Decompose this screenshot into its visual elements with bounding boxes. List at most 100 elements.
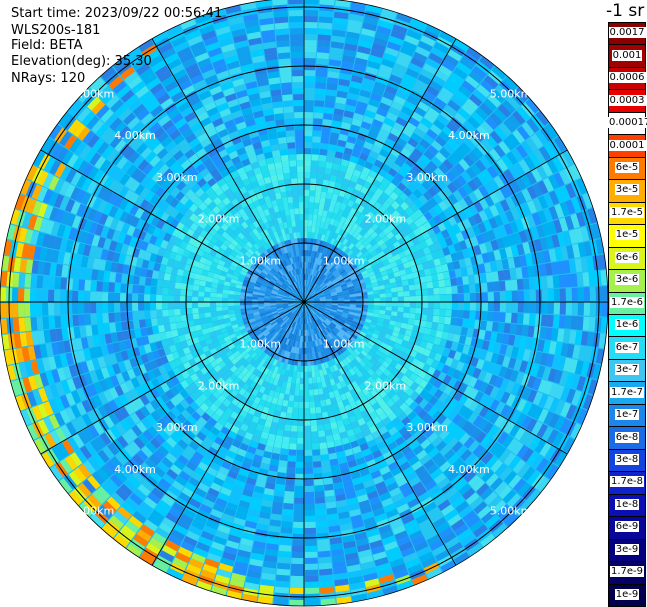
- sweep-gate: [319, 574, 334, 582]
- sweep-gate: [115, 273, 123, 283]
- sweep-gate: [107, 292, 115, 302]
- sweep-gate: [396, 476, 408, 487]
- sweep-gate: [458, 198, 469, 210]
- sweep-gate: [351, 278, 359, 284]
- sweep-gate: [347, 19, 363, 28]
- sweep-gate: [409, 391, 419, 401]
- sweep-gate: [495, 401, 506, 415]
- sweep-gate: [458, 405, 469, 417]
- sweep-gate: [385, 196, 395, 205]
- sweep-gate: [368, 98, 380, 108]
- sweep-gate: [510, 383, 521, 396]
- sweep-gate: [545, 354, 555, 368]
- sweep-gate: [343, 110, 354, 119]
- sweep-gate: [385, 85, 398, 96]
- sweep-gate: [156, 317, 164, 326]
- sweep-gate: [580, 361, 590, 377]
- sweep-gate: [562, 329, 571, 343]
- sweep-gate: [321, 314, 327, 320]
- sweep-gate: [393, 342, 401, 350]
- sweep-gate: [391, 200, 400, 210]
- sweep-gate: [534, 314, 542, 326]
- sweep-gate: [447, 437, 459, 449]
- sweep-gate: [383, 117, 395, 127]
- sweep-gate: [408, 284, 416, 291]
- sweep-gate: [387, 244, 396, 252]
- sweep-gate: [366, 384, 375, 393]
- sweep-gate: [317, 532, 329, 540]
- sweep-gate: [480, 487, 494, 501]
- sweep-gate: [485, 272, 493, 282]
- sweep-gate: [419, 320, 427, 328]
- sweep-gate: [432, 369, 442, 379]
- sweep-gate: [501, 333, 510, 345]
- sweep-gate: [435, 232, 445, 242]
- sweep-gate: [408, 193, 418, 203]
- sweep-gate: [335, 285, 342, 290]
- sweep-gate: [498, 122, 512, 137]
- sweep-gate: [282, 436, 290, 444]
- sweep-gate: [483, 182, 495, 195]
- sweep-gate: [347, 285, 355, 290]
- sweep-gate: [411, 111, 424, 123]
- sweep-gate: [454, 162, 466, 175]
- sweep-gate: [373, 268, 381, 275]
- sweep-gate: [328, 324, 334, 331]
- sweep-gate: [502, 355, 511, 368]
- sweep-gate: [304, 467, 313, 474]
- sweep-gate: [312, 136, 321, 143]
- sweep-gate: [354, 57, 368, 67]
- sweep-gate: [36, 316, 44, 330]
- sweep-gate: [318, 436, 327, 444]
- sweep-gate: [320, 323, 326, 330]
- sweep-gate: [344, 104, 356, 113]
- sweep-gate: [349, 325, 356, 331]
- sweep-gate: [210, 307, 217, 312]
- sweep-gate: [397, 302, 405, 307]
- sweep-gate: [411, 358, 420, 367]
- sweep-gate: [312, 130, 322, 137]
- sweep-gate: [443, 324, 451, 333]
- sweep-gate: [544, 445, 557, 461]
- sweep-gate: [344, 378, 351, 386]
- sweep-gate: [492, 500, 507, 514]
- sweep-gate: [168, 316, 176, 324]
- sweep-gate: [304, 292, 306, 298]
- sweep-gate: [325, 89, 337, 97]
- sweep-gate: [366, 235, 374, 243]
- sweep-gate: [580, 226, 590, 242]
- sweep-gate: [306, 286, 309, 293]
- sweep-gate: [325, 334, 331, 341]
- sweep-gate: [368, 170, 378, 179]
- sweep-gate: [414, 243, 423, 252]
- sweep-gate: [510, 410, 522, 424]
- sweep-gate: [311, 148, 320, 155]
- sweep-gate: [477, 172, 488, 185]
- sweep-gate: [313, 297, 320, 300]
- sweep-gate: [304, 341, 307, 348]
- sweep-gate: [432, 315, 440, 323]
- sweep-gate: [451, 178, 463, 190]
- sweep-gate: [489, 386, 500, 399]
- sweep-gate: [353, 339, 361, 346]
- sweep-gate: [209, 297, 217, 302]
- sweep-gate: [381, 497, 394, 508]
- sweep-gate: [388, 106, 401, 117]
- sweep-gate: [372, 119, 383, 129]
- sweep-gate: [364, 109, 376, 119]
- sweep-gate: [370, 470, 382, 480]
- sweep-gate: [423, 201, 434, 211]
- sweep-gate: [448, 388, 459, 399]
- sweep-gate: [513, 256, 522, 268]
- sweep-gate: [423, 221, 432, 231]
- sweep-gate: [559, 288, 566, 301]
- sweep-gate: [307, 303, 314, 306]
- sweep-gate: [305, 305, 309, 312]
- sweep-gate: [388, 461, 399, 471]
- sweep-gate: [418, 194, 428, 205]
- sweep-gate: [329, 331, 335, 338]
- sweep-gate: [428, 376, 438, 386]
- sweep-gate: [369, 124, 381, 134]
- sweep-gate: [508, 165, 520, 180]
- sweep-gate: [489, 192, 500, 205]
